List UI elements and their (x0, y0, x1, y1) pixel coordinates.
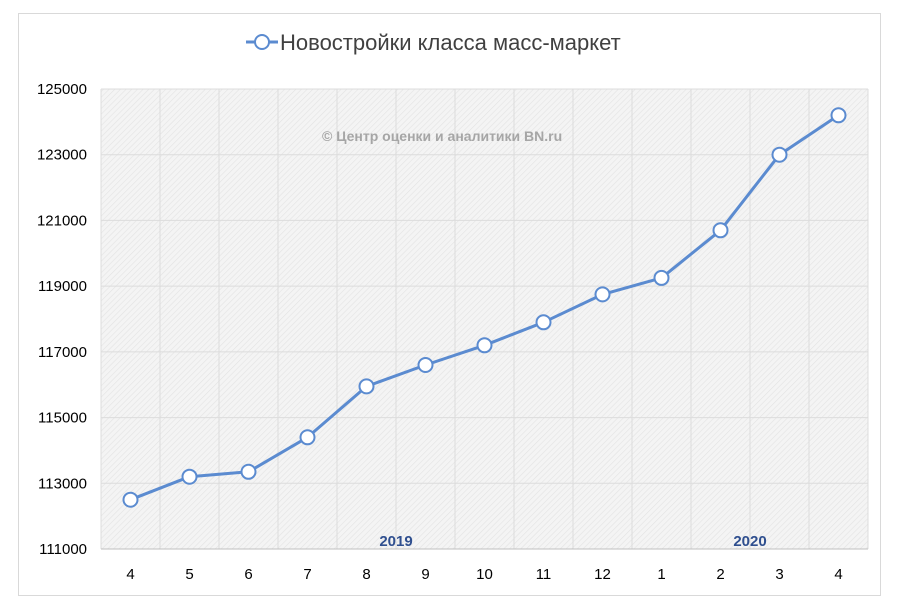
year-labels: 2019 2020 (379, 533, 766, 550)
y-tick-label: 111000 (39, 541, 87, 558)
x-tick-label: 4 (834, 566, 842, 583)
data-point (653, 269, 670, 286)
data-point (122, 491, 139, 508)
data-point (240, 463, 257, 480)
x-tick-label: 1 (657, 566, 665, 583)
year-label: 2020 (733, 533, 766, 550)
data-point (417, 357, 434, 373)
y-tick-label: 119000 (38, 278, 87, 295)
x-axis: 4 5 6 7 8 9 10 11 12 1 2 3 4 (126, 566, 842, 583)
y-tick-label: 113000 (38, 475, 87, 492)
legend-entry: Новостройки класса масс-маркет (280, 30, 621, 55)
x-tick-label: 12 (594, 566, 611, 583)
year-label: 2019 (379, 533, 412, 550)
legend-circle-marker (254, 34, 270, 50)
x-tick-label: 9 (421, 566, 429, 583)
x-tick-label: 6 (244, 566, 252, 583)
data-point (299, 429, 316, 446)
data-point (476, 337, 493, 354)
y-tick-label: 121000 (37, 212, 87, 229)
data-point (358, 378, 375, 395)
x-tick-label: 10 (476, 566, 493, 583)
y-tick-label: 123000 (37, 147, 87, 164)
y-tick-label: 125000 (37, 81, 87, 98)
x-tick-label: 8 (362, 566, 370, 583)
legend: Новостройки класса масс-маркет (246, 30, 621, 55)
data-point (594, 286, 611, 303)
y-tick-label: 115000 (38, 410, 87, 427)
x-tick-label: 5 (185, 566, 193, 583)
y-axis: 111000 113000 115000 117000 119000 121000 1230… (37, 81, 87, 558)
grid-lines (100, 88, 869, 550)
series-points (122, 107, 847, 508)
x-tick-label: 4 (126, 566, 134, 583)
x-tick-label: 2 (716, 566, 724, 583)
watermark: © Центр оценки и аналитики BN.ru (322, 128, 562, 144)
data-point (771, 146, 788, 163)
plot-area (101, 89, 868, 549)
data-point (712, 222, 729, 239)
x-tick-label: 11 (536, 566, 552, 583)
data-point (830, 107, 847, 124)
data-point (535, 314, 552, 331)
x-tick-label: 3 (775, 566, 783, 583)
x-tick-label: 7 (303, 566, 311, 583)
y-tick-label: 117000 (38, 344, 87, 361)
data-point (181, 468, 198, 485)
